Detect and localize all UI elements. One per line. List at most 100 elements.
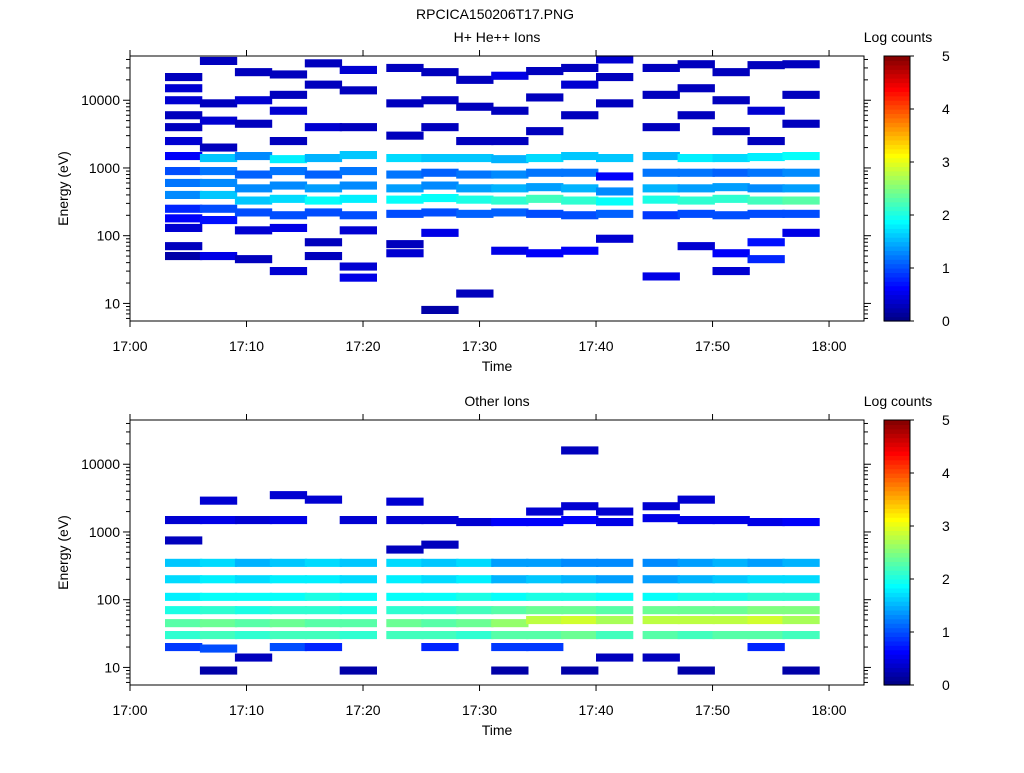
heatmap-cell — [339, 86, 377, 95]
colorbar-segment — [884, 131, 910, 137]
heatmap-cell — [456, 289, 494, 298]
colorbar-segment — [884, 645, 910, 651]
heatmap-cell — [304, 252, 343, 261]
heatmap-cell — [165, 223, 203, 232]
heatmap-cell — [386, 249, 424, 258]
heatmap-cell — [456, 592, 494, 601]
colorbar-segment — [884, 82, 910, 88]
colorbar-segment — [884, 583, 910, 589]
heatmap-cell — [456, 75, 494, 84]
heatmap-cell — [269, 167, 308, 176]
heatmap-cell — [642, 168, 680, 177]
colorbar-segment — [884, 69, 910, 75]
y-tick-label: 100 — [97, 592, 121, 608]
colorbar-segment — [884, 561, 910, 567]
heatmap-cell — [421, 516, 459, 525]
heatmap-cell — [421, 68, 459, 77]
heatmap-cell — [234, 184, 273, 193]
heatmap-cell — [339, 516, 377, 525]
heatmap-cell — [782, 90, 820, 99]
heatmap-cell — [234, 619, 273, 628]
colorbar-segment — [884, 215, 910, 221]
heatmap-cell — [421, 606, 459, 615]
heatmap-cell — [526, 631, 564, 640]
colorbar-segment — [884, 268, 910, 274]
colorbar-segment — [884, 459, 910, 465]
heatmap-cell — [526, 183, 564, 192]
heatmap-cell — [782, 592, 820, 601]
colorbar-segment — [884, 281, 910, 287]
heatmap-cell — [421, 123, 459, 132]
heatmap-cell — [782, 558, 820, 567]
colorbar-segment — [884, 495, 910, 501]
colorbar-segment — [884, 517, 910, 523]
colorbar-segment — [884, 144, 910, 150]
heatmap-cell — [561, 631, 599, 640]
heatmap-cell — [165, 606, 203, 615]
heatmap-cell — [712, 516, 750, 525]
heatmap-cell — [421, 228, 459, 237]
heatmap-cell — [712, 249, 750, 258]
heatmap-cell — [747, 168, 785, 177]
x-tick-label: 17:50 — [695, 702, 730, 718]
colorbar-label: Log counts — [864, 29, 933, 45]
colorbar-segment — [884, 579, 910, 585]
heatmap-cell — [677, 516, 715, 525]
heatmap-cell — [712, 211, 750, 220]
heatmap-cell — [677, 606, 715, 615]
heatmap-cell — [561, 558, 599, 567]
heatmap-cell — [526, 558, 564, 567]
colorbar-segment — [884, 122, 910, 128]
heatmap-cell — [386, 240, 424, 249]
heatmap-cell — [339, 592, 377, 601]
heatmap-cell — [165, 214, 203, 223]
heatmap-cell — [304, 495, 343, 504]
heatmap-cell — [561, 592, 599, 601]
heatmap-cell — [304, 123, 343, 132]
colorbar: 0 1 2 3 4 5 Log counts — [864, 393, 950, 693]
heatmap-cell — [526, 194, 564, 203]
heatmap-cells — [165, 446, 820, 675]
y-axis-label: Energy (eV) — [55, 515, 71, 590]
colorbar-segment — [884, 316, 910, 322]
colorbar-segment — [884, 250, 910, 256]
colorbar-segment — [884, 442, 910, 448]
colorbar-tick-label: 2 — [942, 571, 950, 587]
heatmap-cell — [269, 575, 308, 584]
colorbar-segment — [884, 148, 910, 154]
heatmap-cell — [677, 168, 715, 177]
heatmap-cell — [491, 71, 529, 80]
heatmap-cell — [782, 631, 820, 640]
heatmap-cell — [165, 96, 203, 105]
colorbar-segment — [884, 468, 910, 474]
heatmap-cell — [747, 592, 785, 601]
heatmap-cell — [199, 190, 238, 199]
colorbar-segment — [884, 609, 910, 615]
heatmap-cell — [526, 209, 564, 218]
heatmap-cell — [386, 606, 424, 615]
heatmap-cell — [269, 181, 308, 190]
heatmap-cell — [712, 194, 750, 203]
heatmap-cell — [677, 666, 715, 675]
heatmap-cell — [491, 184, 529, 193]
heatmap-cell — [199, 575, 238, 584]
heatmap-cell — [677, 242, 715, 251]
x-axis-label: Time — [482, 722, 513, 738]
colorbar-segment — [884, 298, 910, 304]
heatmap-cell — [747, 606, 785, 615]
x-tick-label: 17:20 — [345, 702, 380, 718]
heatmap-cell — [642, 514, 680, 523]
colorbar-segment — [884, 543, 910, 549]
heatmap-cell — [747, 255, 785, 264]
colorbar-segment — [884, 534, 910, 540]
heatmap-cell — [304, 631, 343, 640]
heatmap-cell — [421, 592, 459, 601]
heatmap-cell — [491, 643, 529, 652]
heatmap-cell — [386, 131, 424, 140]
y-tick-label: 1000 — [89, 524, 120, 540]
heatmap-cell — [304, 643, 343, 652]
heatmap-cell — [304, 208, 343, 217]
colorbar-segment — [884, 210, 910, 216]
heatmap-cell — [234, 152, 273, 161]
heatmap-cell — [165, 252, 203, 261]
